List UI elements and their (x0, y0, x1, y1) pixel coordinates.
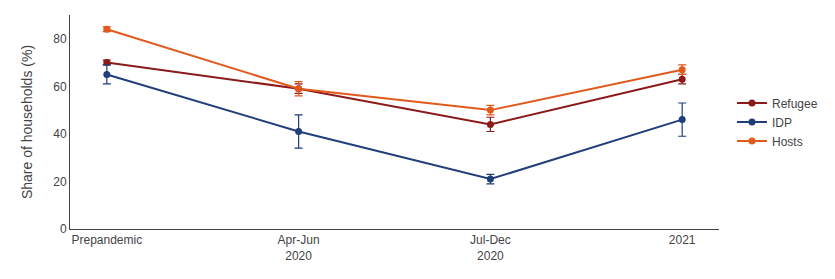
svg-text:80: 80 (53, 32, 67, 46)
svg-text:60: 60 (53, 80, 67, 94)
svg-text:IDP: IDP (772, 116, 792, 130)
svg-text:2021: 2021 (669, 233, 696, 247)
svg-text:Jul-Dec2020: Jul-Dec2020 (470, 233, 511, 263)
svg-text:20: 20 (53, 175, 67, 189)
svg-text:Hosts: Hosts (772, 135, 803, 149)
svg-text:0: 0 (60, 222, 67, 236)
svg-text:Apr-Jun2020: Apr-Jun2020 (278, 233, 320, 263)
svg-text:40: 40 (53, 127, 67, 141)
svg-text:Refugee: Refugee (772, 97, 818, 111)
svg-text:Prepandemic: Prepandemic (71, 233, 142, 247)
svg-text:Share of households (%): Share of households (%) (19, 45, 35, 199)
